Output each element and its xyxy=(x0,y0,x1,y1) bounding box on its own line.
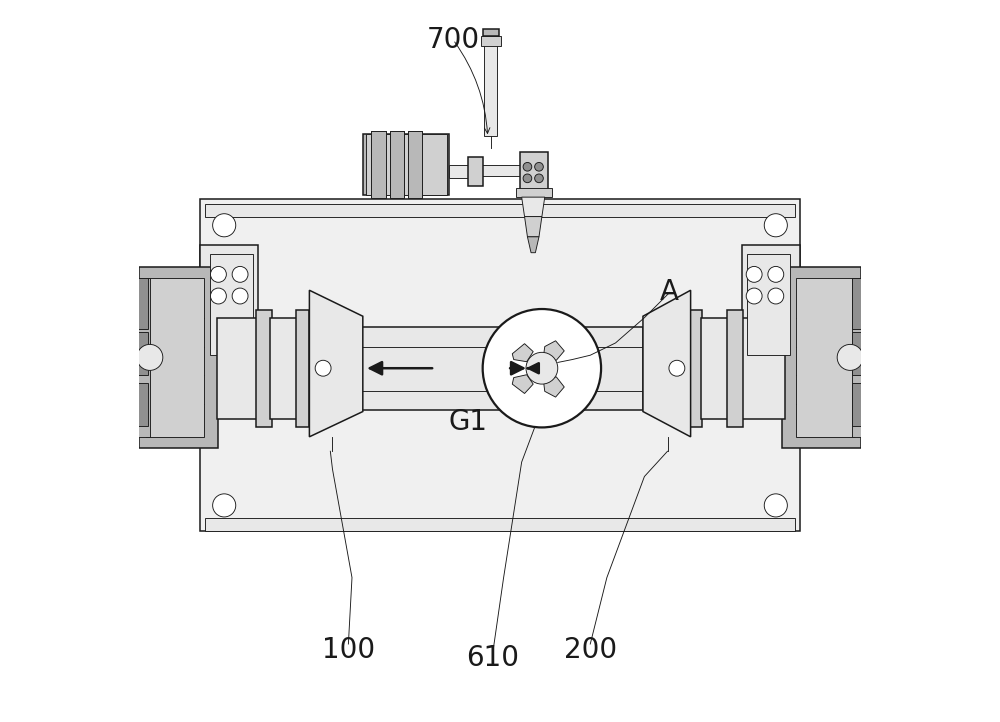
Circle shape xyxy=(483,309,601,427)
Text: 100: 100 xyxy=(322,636,375,664)
Bar xyxy=(727,310,743,427)
Bar xyxy=(449,165,470,178)
Circle shape xyxy=(669,360,685,376)
Text: 200: 200 xyxy=(564,636,617,664)
Bar xyxy=(701,318,730,419)
Bar xyxy=(484,42,497,136)
Bar xyxy=(852,278,861,437)
Bar xyxy=(742,318,785,419)
Circle shape xyxy=(232,266,248,282)
Polygon shape xyxy=(522,197,545,217)
Circle shape xyxy=(137,344,163,370)
Bar xyxy=(468,157,483,186)
Circle shape xyxy=(768,288,784,304)
Text: G1: G1 xyxy=(448,409,487,436)
Bar xyxy=(390,131,404,198)
Circle shape xyxy=(523,162,532,171)
Bar xyxy=(408,131,422,198)
Bar xyxy=(852,383,861,426)
Polygon shape xyxy=(512,344,533,362)
Bar xyxy=(200,199,800,531)
Circle shape xyxy=(764,494,787,517)
Bar xyxy=(390,131,404,198)
Polygon shape xyxy=(643,290,691,437)
Bar xyxy=(483,29,499,36)
Circle shape xyxy=(523,174,532,183)
Bar xyxy=(852,278,861,329)
Polygon shape xyxy=(512,375,533,393)
Bar xyxy=(205,204,795,217)
Bar xyxy=(256,310,272,427)
Bar xyxy=(138,278,148,329)
Circle shape xyxy=(210,288,226,304)
Bar xyxy=(520,152,548,191)
Bar xyxy=(481,36,501,46)
Bar xyxy=(481,165,523,176)
Circle shape xyxy=(535,174,543,183)
Bar xyxy=(782,267,861,448)
Bar xyxy=(361,327,643,410)
Bar xyxy=(138,383,148,426)
Bar xyxy=(363,134,449,195)
Circle shape xyxy=(213,214,236,237)
Text: 700: 700 xyxy=(427,26,480,53)
Bar xyxy=(200,245,258,361)
Circle shape xyxy=(746,288,762,304)
Bar xyxy=(146,278,204,437)
Bar xyxy=(366,134,447,195)
Bar xyxy=(852,332,861,375)
Circle shape xyxy=(526,352,558,384)
Polygon shape xyxy=(527,237,539,253)
Circle shape xyxy=(535,162,543,171)
Polygon shape xyxy=(543,377,564,397)
Bar xyxy=(371,131,386,198)
Bar xyxy=(408,131,422,198)
Bar xyxy=(205,518,795,531)
Circle shape xyxy=(232,288,248,304)
Bar xyxy=(689,310,702,427)
Polygon shape xyxy=(309,290,363,437)
Bar xyxy=(516,188,552,197)
Text: 610: 610 xyxy=(466,645,519,672)
Circle shape xyxy=(315,360,331,376)
Bar xyxy=(371,131,386,198)
Circle shape xyxy=(746,266,762,282)
Bar xyxy=(296,310,309,427)
Bar xyxy=(138,332,148,375)
Text: A: A xyxy=(660,279,679,306)
Bar xyxy=(796,278,854,437)
Bar xyxy=(139,267,218,448)
Bar xyxy=(217,318,260,419)
Circle shape xyxy=(768,266,784,282)
Circle shape xyxy=(764,214,787,237)
Polygon shape xyxy=(543,341,564,360)
Bar xyxy=(210,254,253,355)
Bar xyxy=(742,245,800,361)
Bar xyxy=(270,318,299,419)
Bar xyxy=(135,278,150,437)
Circle shape xyxy=(837,344,863,370)
Polygon shape xyxy=(525,217,542,237)
Bar xyxy=(747,254,790,355)
Circle shape xyxy=(213,494,236,517)
Circle shape xyxy=(210,266,226,282)
